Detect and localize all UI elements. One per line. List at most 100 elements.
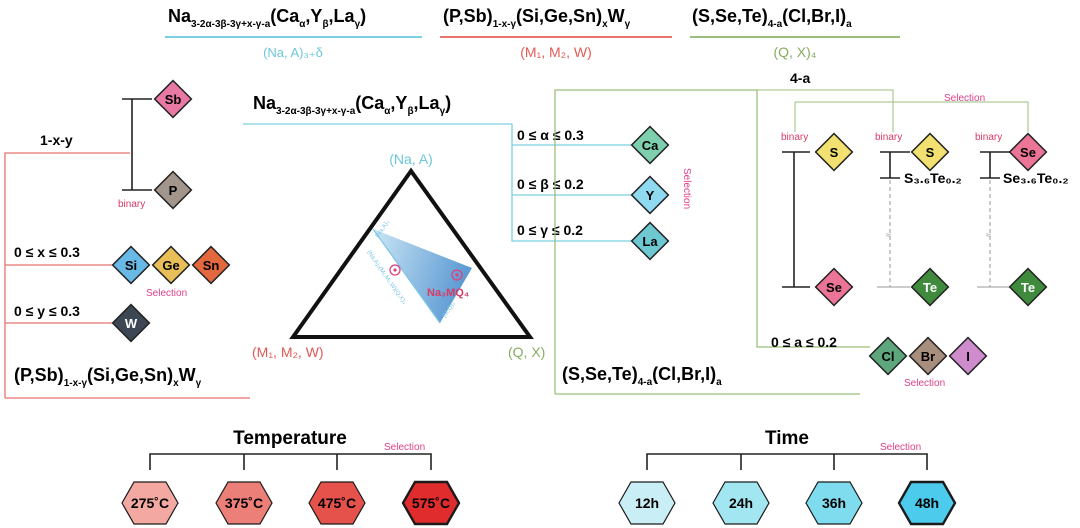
binary-label-sbp: binary <box>118 199 145 210</box>
col2-s-diamond: S <box>910 132 950 172</box>
m-branch-formula: (P,Sb)1-x-γ(Si,Ge,Sn)xWγ <box>14 365 202 389</box>
selection-label-na: Selection <box>681 168 692 209</box>
s-choice-lines <box>757 89 1029 132</box>
br-diamond: Br <box>908 336 948 376</box>
time-title: Time <box>765 428 809 449</box>
col3-sete-label: Se₃.₆Te₀.₂ <box>1003 170 1069 186</box>
triangle-left-label: (M₁, M₂, W) <box>252 344 324 360</box>
svg-text:S: S <box>830 145 839 160</box>
svg-text:Te: Te <box>923 280 937 295</box>
svg-text:Se: Se <box>1020 145 1036 160</box>
la-diamond: La <box>630 221 670 261</box>
svg-text:Y: Y <box>646 188 655 203</box>
marker-inner <box>389 264 401 276</box>
y-range-label: 0 ≤ y ≤ 0.3 <box>14 303 80 319</box>
target-label: Na₃MQ₄ <box>427 287 469 299</box>
w-diamond: W <box>111 303 151 343</box>
a-range-label: 0 ≤ a ≤ 0.2 <box>771 334 837 350</box>
svg-text:≈: ≈ <box>886 230 891 240</box>
svg-text:Br: Br <box>921 349 935 364</box>
svg-text:Sb: Sb <box>165 92 182 107</box>
ca-diamond: Ca <box>630 125 670 165</box>
binary-label-col3: binary <box>975 132 1002 143</box>
top-formula-na: Na3-2α-3β-3γ+x-γ-a(Caα,Yβ,Laγ) <box>168 6 366 30</box>
svg-text:(S,Se,Te)4-a(Cl,Br,I)a: (S,Se,Te)4-a(Cl,Br,I)a <box>692 6 852 30</box>
binary-label-col2: binary <box>875 132 902 143</box>
x-range-label: 0 ≤ x ≤ 0.3 <box>14 244 80 260</box>
triangle-right-label: (Q, X) <box>508 344 545 360</box>
col1-s-diamond: S <box>814 132 854 172</box>
time-value-label: 24h <box>729 495 753 511</box>
temperature-value-label: 475˚C <box>318 495 356 511</box>
top-formula-s: (S,Se,Te)4-a(Cl,Br,I)a <box>692 6 852 30</box>
svg-text:Sn: Sn <box>203 258 220 273</box>
composition-fan <box>373 229 472 323</box>
svg-text:(P,Sb)1-x-γ(Si,Ge,Sn)xWγ: (P,Sb)1-x-γ(Si,Ge,Sn)xWγ <box>443 6 631 30</box>
col3-se-diamond: Se <box>1008 132 1048 172</box>
svg-text:Ge: Ge <box>162 258 179 273</box>
temperature-bracket <box>149 453 432 470</box>
triangle-top-label: (Na, A) <box>389 151 433 167</box>
svg-text:La: La <box>642 234 658 249</box>
temperature-hexagon <box>215 481 273 525</box>
time-hexagons: 12h 24h 36h 48h <box>618 480 957 526</box>
svg-text:W: W <box>125 316 138 331</box>
temperature-value-label: 275˚C <box>131 495 169 511</box>
selection-label-sigesn: Selection <box>146 288 187 299</box>
s-branch-formula: (S,Se,Te)4-a(Cl,Br,I)a <box>562 364 722 388</box>
y-diamond: Y <box>630 175 670 215</box>
temperature-hexagon <box>308 481 366 525</box>
svg-text:P: P <box>169 183 178 198</box>
ge-diamond: Ge <box>151 245 191 285</box>
site-label-na: (Na, A)₃₊δ <box>263 45 323 60</box>
gamma-range-label: 0 ≤ γ ≤ 0.2 <box>517 222 583 238</box>
svg-text:≈: ≈ <box>986 230 991 240</box>
svg-text:(S,Se,Te)4-a(Cl,Br,I)a: (S,Se,Te)4-a(Cl,Br,I)a <box>562 364 722 388</box>
si-diamond: Si <box>111 245 151 285</box>
na-branch-line <box>243 123 632 242</box>
svg-text:Na3-2α-3β-3γ+x-γ-a(Caα,Yβ,Laγ): Na3-2α-3β-3γ+x-γ-a(Caα,Yβ,Laγ) <box>253 93 451 117</box>
time-hexagon <box>712 481 770 525</box>
svg-text:Si: Si <box>125 258 137 273</box>
site-label-m: (M₁, M₂, W) <box>520 44 592 60</box>
marker-target <box>451 269 463 281</box>
time-hexagon <box>805 481 863 525</box>
sb-diamond: Sb <box>153 79 193 119</box>
m-branch-line <box>4 152 130 398</box>
alpha-range-label: 0 ≤ α ≤ 0.3 <box>517 127 584 143</box>
temperature-value-label: 375˚C <box>225 495 263 511</box>
svg-text:Se: Se <box>826 280 842 295</box>
site-label-q: (Q, X)₄ <box>773 44 816 60</box>
svg-text:S: S <box>926 145 935 160</box>
svg-text:Ca: Ca <box>642 138 659 153</box>
svg-text:I: I <box>966 349 970 364</box>
col2-te-diamond: Te <box>910 267 950 307</box>
na-branch-formula: Na3-2α-3β-3γ+x-γ-a(Caα,Yβ,Laγ) <box>253 93 451 117</box>
time-value-label: 36h <box>822 495 846 511</box>
one-minus-xy-label: 1-x-y <box>40 132 73 148</box>
beta-range-label: 0 ≤ β ≤ 0.2 <box>517 176 584 192</box>
temperature-hexagon <box>401 480 461 526</box>
i-diamond: I <box>948 336 988 376</box>
selection-label-time: Selection <box>880 442 921 453</box>
binary-label-col1: binary <box>781 132 808 143</box>
four-minus-a-label: 4-a <box>790 70 810 86</box>
p-diamond: P <box>153 170 193 210</box>
composition-triangle <box>289 167 534 339</box>
selection-label-clbri: Selection <box>904 378 945 389</box>
temperature-hexagons: 275˚C 375˚C 475˚C 575˚C <box>121 480 461 526</box>
temperature-title: Temperature <box>233 428 347 449</box>
time-hexagon <box>897 480 957 526</box>
svg-text:(P,Sb)1-x-γ(Si,Ge,Sn)xWγ: (P,Sb)1-x-γ(Si,Ge,Sn)xWγ <box>14 365 202 389</box>
temperature-hexagon <box>121 481 179 525</box>
svg-text:Cl: Cl <box>882 349 895 364</box>
time-value-label: 48h <box>915 495 939 511</box>
selection-label-s-top: Selection <box>944 93 985 104</box>
sn-diamond: Sn <box>191 245 231 285</box>
cl-diamond: Cl <box>868 336 908 376</box>
time-bracket <box>646 453 928 470</box>
svg-text:Te: Te <box>1021 280 1035 295</box>
svg-text:Na3-2α-3β-3γ+x-γ-a(Caα,Yβ,Laγ): Na3-2α-3β-3γ+x-γ-a(Caα,Yβ,Laγ) <box>168 6 366 30</box>
col1-se-diamond: Se <box>814 267 854 307</box>
